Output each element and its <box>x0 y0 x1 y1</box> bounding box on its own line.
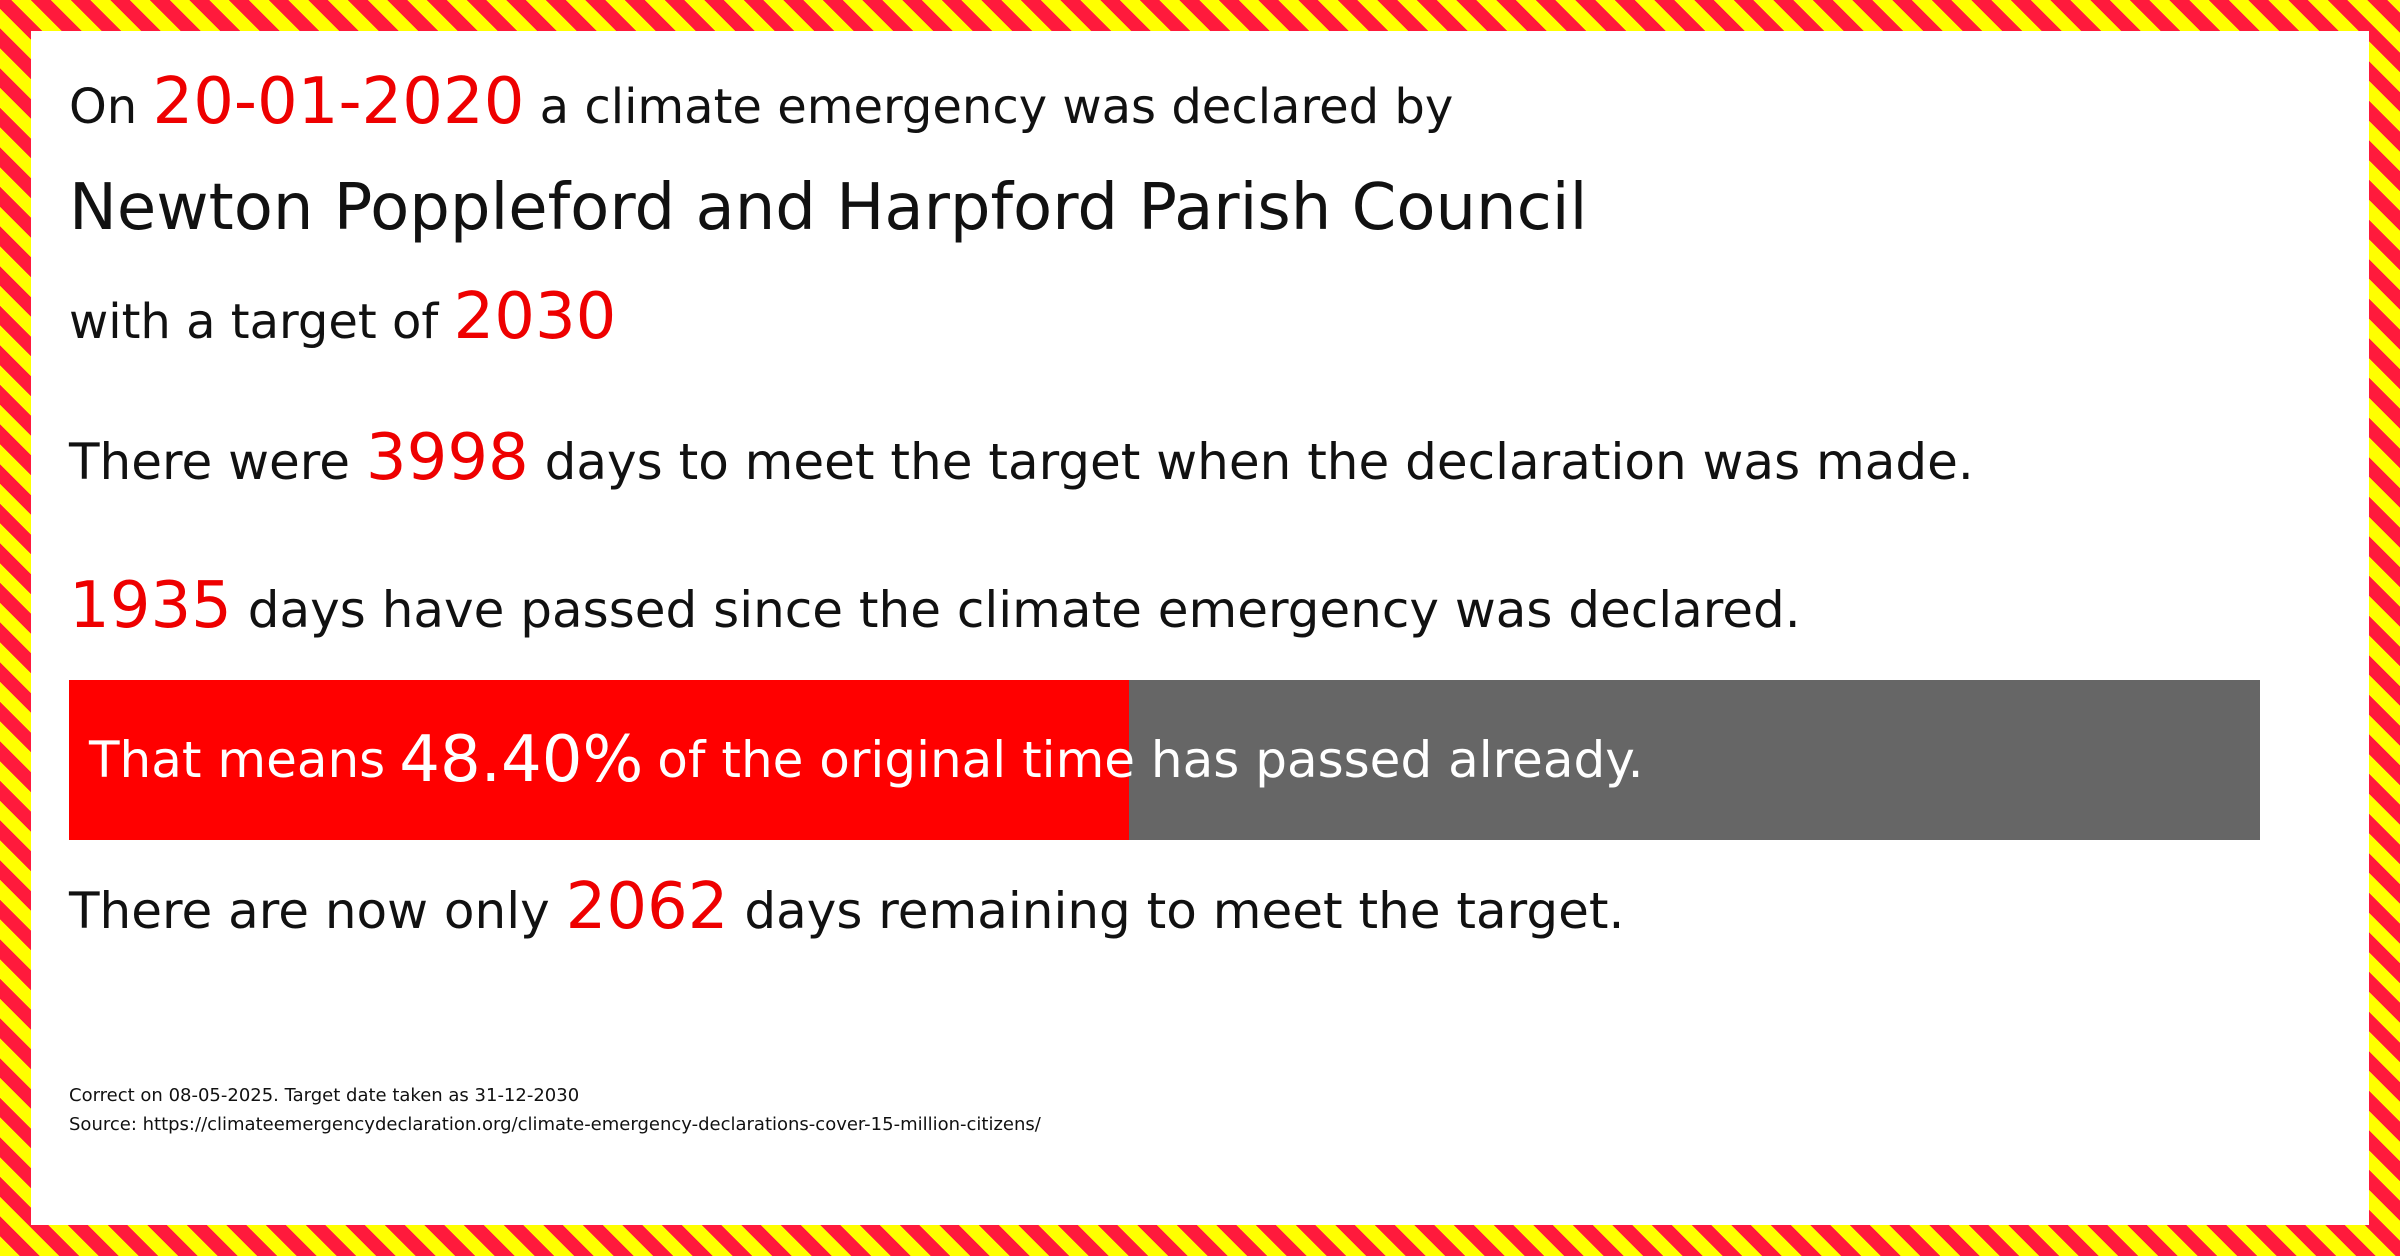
declaration-date-line: On 20-01-2020 a climate emergency was de… <box>69 70 1453 134</box>
remaining-days-line: There are now only 2062 days remaining t… <box>69 875 1624 939</box>
target-line: with a target of 2030 <box>69 285 616 349</box>
remaining-days-suffix: days remaining to meet the target. <box>744 882 1625 940</box>
total-days-value: 3998 <box>365 421 529 495</box>
remaining-days-value: 2062 <box>565 870 729 944</box>
time-passed-progress-bar: That means 48.40% of the original time h… <box>69 680 2260 840</box>
target-prefix: with a target of <box>69 294 439 350</box>
correct-on-note: Correct on 08-05-2025. Target date taken… <box>69 1085 580 1106</box>
total-days-suffix: days to meet the target when the declara… <box>544 433 1974 491</box>
declaration-card <box>31 31 2369 1225</box>
progress-fill <box>69 680 1130 840</box>
declaration-date: 20-01-2020 <box>152 65 525 139</box>
total-days-line: There were 3998 days to meet the target … <box>69 426 1974 490</box>
passed-days-suffix: days have passed since the climate emerg… <box>247 581 1801 639</box>
progress-suffix: of the original time has passed already. <box>657 731 1644 789</box>
date-prefix: On <box>69 79 138 135</box>
remaining-days-prefix: There are now only <box>69 882 550 940</box>
date-suffix: a climate emergency was declared by <box>539 79 1454 135</box>
passed-days-value: 1935 <box>69 569 232 643</box>
source-note: Source: https://climateemergencydeclarat… <box>69 1114 1041 1135</box>
total-days-prefix: There were <box>69 433 350 491</box>
progress-percent: 48.40% <box>399 723 644 797</box>
progress-prefix: That means <box>89 731 386 789</box>
progress-text: That means 48.40% of the original time h… <box>89 680 1644 840</box>
council-name: Newton Poppleford and Harpford Parish Co… <box>69 171 1588 245</box>
target-year: 2030 <box>453 280 617 354</box>
passed-days-line: 1935 days have passed since the climate … <box>69 574 1801 638</box>
